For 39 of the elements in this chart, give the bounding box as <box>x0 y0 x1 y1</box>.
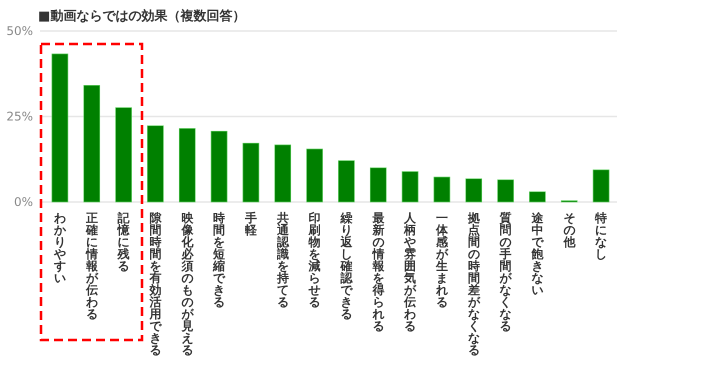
x-tick-label: 途中で飽きない <box>530 211 544 297</box>
category-label: 隙間時間を有効活用できる <box>149 211 162 357</box>
bar <box>274 144 292 202</box>
x-tick-label: 共通認識を持てる <box>276 211 290 309</box>
y-tick-label: 25% <box>6 110 33 124</box>
bar <box>370 168 387 202</box>
category-label: 最新の情報を得られる <box>372 211 384 333</box>
category-label: 繰り返し確認できる <box>340 211 352 321</box>
bar <box>178 128 196 202</box>
x-tick-label: 印刷物を減らせる <box>308 211 321 309</box>
bar <box>306 148 323 202</box>
category-label: 質問の手間がなくなる <box>500 211 512 333</box>
bar <box>242 142 260 202</box>
x-tick-label: わかりやすい <box>52 211 67 285</box>
category-label: 拠点間の時間差がなくなる <box>468 211 480 357</box>
y-tick-label: 0% <box>14 195 33 209</box>
x-tick-label: 手軽 <box>244 211 258 237</box>
x-tick-label: 一体感が生まれる <box>434 211 449 309</box>
bar <box>83 85 100 202</box>
bar <box>497 179 514 202</box>
x-tick-label: 特になし <box>594 211 608 261</box>
bar <box>52 54 68 202</box>
bar <box>402 171 418 202</box>
bar <box>147 125 164 202</box>
bar <box>115 107 132 202</box>
bar <box>210 130 228 202</box>
y-tick-label: 50% <box>6 24 33 38</box>
category-label: 人柄や雰囲気が伝わる <box>404 211 416 333</box>
chart-title: ■動画ならではの効果（複数回答） <box>38 8 246 24</box>
category-label: 正確に情報が伝わる <box>86 211 98 321</box>
x-tick-label: 記憶に残る <box>116 211 131 273</box>
bar <box>465 178 482 202</box>
category-label: 映像化必須のものが見える <box>181 211 194 357</box>
bar <box>434 176 450 202</box>
bar <box>338 160 355 202</box>
x-tick-label: その他 <box>562 211 576 249</box>
bar <box>592 170 610 202</box>
bar <box>529 191 546 202</box>
x-tick-label: 時間を短縮できる <box>212 211 226 309</box>
